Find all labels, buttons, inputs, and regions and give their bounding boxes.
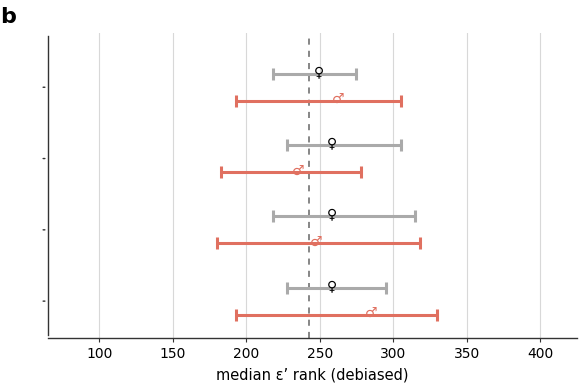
X-axis label: median ε’ rank (debiased): median ε’ rank (debiased) [216,367,409,382]
Text: b: b [0,7,16,27]
Text: ♂: ♂ [292,163,304,177]
Text: ♂: ♂ [310,235,322,249]
Text: ♀: ♀ [327,279,337,293]
Text: ♀: ♀ [327,208,337,222]
Text: ♀: ♀ [327,136,337,150]
Text: ♂: ♂ [366,306,378,320]
Text: ♂: ♂ [332,92,344,106]
Text: ♀: ♀ [314,65,324,79]
